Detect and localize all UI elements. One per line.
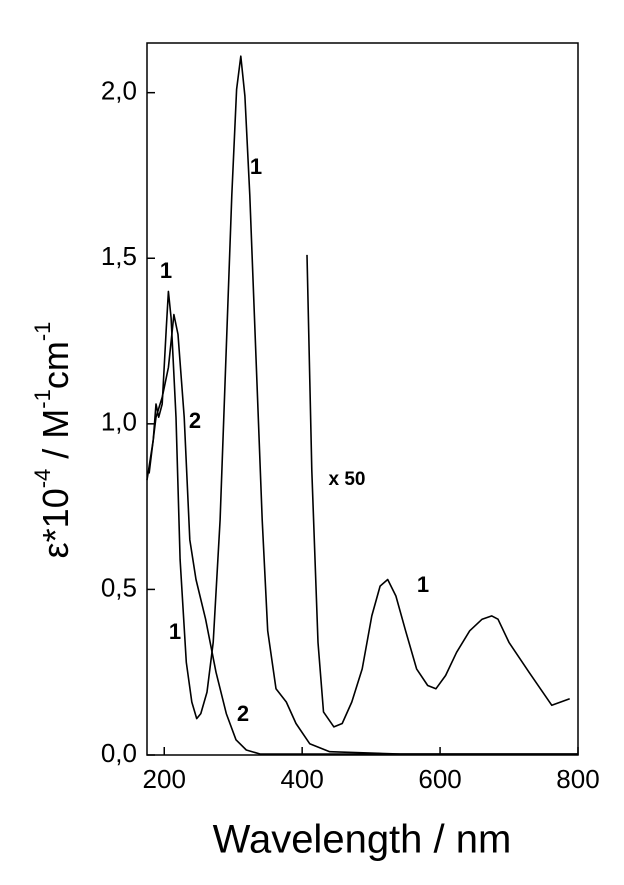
curve-label: 1 — [417, 572, 429, 597]
curve-label: 1 — [169, 619, 181, 644]
y-tick-label: 0,0 — [101, 738, 137, 768]
curve-label: 2 — [189, 408, 201, 433]
curve-label: 1 — [160, 258, 172, 283]
curve-label: x 50 — [329, 469, 366, 490]
y-tick-label: 2,0 — [101, 76, 137, 106]
series-line — [146, 55, 578, 755]
x-tick-label: 800 — [556, 764, 599, 794]
y-title-part: ε*10 — [35, 488, 76, 558]
y-tick-label: 1,5 — [101, 241, 137, 271]
curve-label: 2 — [237, 701, 249, 726]
y-title-sup: -1 — [30, 322, 55, 342]
y-tick-label: 0,5 — [101, 572, 137, 602]
x-axis-title: Wavelength / nm — [213, 818, 512, 862]
x-tick-label: 200 — [143, 764, 186, 794]
y-title-sup: -4 — [30, 469, 55, 489]
y-title-sup: -1 — [30, 389, 55, 409]
y-title-part: cm — [35, 341, 76, 389]
series-line — [148, 313, 578, 755]
curve-label: 1 — [250, 154, 262, 179]
y-tick-label: 1,0 — [101, 407, 137, 437]
x-tick-label: 600 — [418, 764, 461, 794]
y-title-part: / M — [35, 409, 76, 469]
y-axis-title: ε*10-4 / M-1cm-1 — [30, 322, 76, 559]
plot-frame — [146, 42, 579, 756]
x-tick-label: 400 — [280, 764, 323, 794]
series-line — [306, 254, 570, 728]
